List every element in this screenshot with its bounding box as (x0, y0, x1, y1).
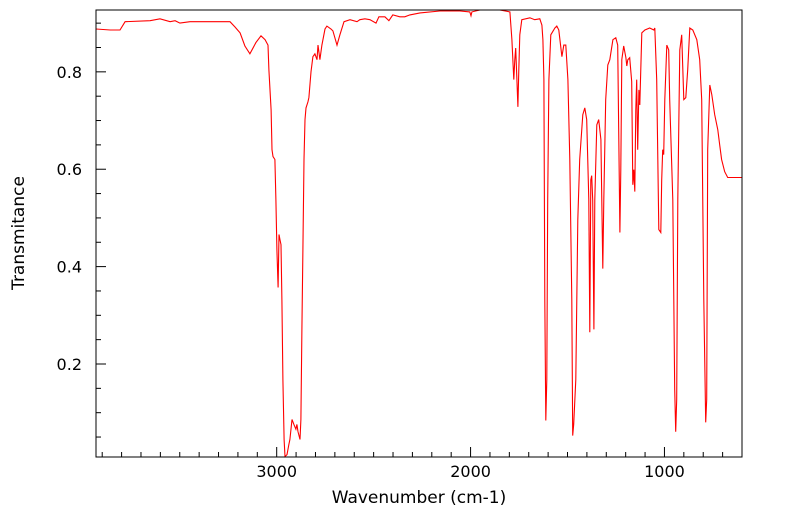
y-tick-label: 0.4 (57, 258, 82, 277)
plot-frame (95, 9, 743, 458)
x-axis-label: Wavenumber (cm-1) (332, 488, 507, 508)
y-tick-label: 0.6 (57, 160, 82, 179)
y-axis-label: Transmitance (9, 176, 29, 291)
spectrum-line (95, 9, 742, 458)
y-tick-label: 0.2 (57, 355, 82, 374)
x-axis-ticks: 3000 2000 1000 (101, 447, 743, 481)
y-tick-label: 0.8 (57, 63, 82, 82)
y-axis-ticks: 0.2 0.4 0.6 0.8 (57, 22, 106, 438)
x-tick-label: 3000 (256, 462, 297, 481)
x-tick-label: 2000 (450, 462, 491, 481)
x-tick-label: 1000 (644, 462, 685, 481)
